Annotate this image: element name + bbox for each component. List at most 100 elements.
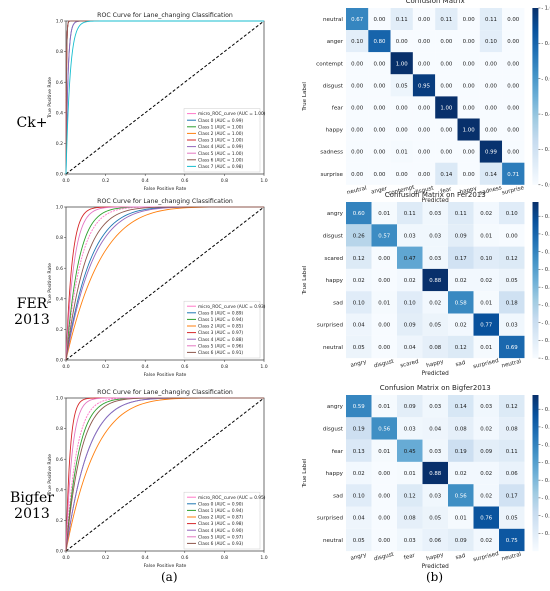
roc-ytick-label: 1.0 xyxy=(56,205,63,211)
heatmap-cell-label: 0.01 xyxy=(480,345,492,351)
heatmap-cell-label: 0.03 xyxy=(480,404,492,410)
heatmap-cell xyxy=(473,484,499,507)
heatmap-cell-label: 0.03 xyxy=(429,493,441,499)
heatmap-cell-label: 0.71 xyxy=(507,172,519,178)
heatmap-cell-label: 0.08 xyxy=(429,345,442,351)
heatmap-cell xyxy=(499,528,525,552)
heatmap-cell-label: 0.47 xyxy=(404,256,416,262)
heatmap-row-label: surprised xyxy=(317,516,344,522)
heatmap-cell xyxy=(502,96,525,119)
heatmap-cell-label: 0.10 xyxy=(480,256,493,262)
panel-label-b: (b) xyxy=(426,570,444,584)
heatmap-cell xyxy=(473,506,499,529)
roc-ytick-label: 0.6 xyxy=(56,457,63,463)
heatmap-cell-label: 0.57 xyxy=(378,233,390,239)
heatmap-cell xyxy=(502,162,525,185)
heatmap-cell xyxy=(346,30,369,53)
roc-legend-label: Class 5 (AUC = 0.97) xyxy=(198,534,243,540)
heatmap-cell xyxy=(473,417,499,440)
heatmap-cell xyxy=(422,439,448,462)
heatmap-cell-label: 0.10 xyxy=(506,211,519,217)
heatmap-cell xyxy=(473,395,499,418)
roc-title: ROC Curve for Lane_changing Classificati… xyxy=(97,12,233,19)
heatmap-col-label: surprised xyxy=(473,358,500,370)
roc-ytick-label: 0.2 xyxy=(56,141,63,147)
heatmap-row-label: disgust xyxy=(323,426,344,432)
heatmap-row-label: disgust xyxy=(323,83,344,89)
heatmap-cell xyxy=(457,140,480,163)
colorbar-tick-label: - 0.6 xyxy=(541,76,550,82)
heatmap-cell xyxy=(457,8,480,31)
heatmap-cell xyxy=(346,461,372,485)
heatmap-cell xyxy=(371,528,397,552)
heatmap-cell xyxy=(448,461,474,485)
heatmap-cell-label: 0.00 xyxy=(373,105,386,111)
heatmap-cell-label: 0.95 xyxy=(418,83,430,89)
heatmap-cell-label: 0.00 xyxy=(463,17,476,23)
heatmap-cell-label: 0.75 xyxy=(506,538,518,544)
heatmap-cell xyxy=(412,52,436,75)
heatmap-cell-label: 0.10 xyxy=(353,300,366,306)
heatmap-cell xyxy=(473,439,499,462)
heatmap-cell-label: 0.00 xyxy=(396,105,409,111)
heatmap-cell xyxy=(422,313,448,336)
heatmap-cell xyxy=(371,268,397,292)
heatmap-cell xyxy=(502,140,525,163)
heatmap-cell-label: 0.09 xyxy=(455,233,468,239)
heatmap-cell xyxy=(422,224,448,247)
roc-ylabel: True Positive Rate xyxy=(47,454,53,496)
heatmap-cell xyxy=(499,246,525,269)
heatmap-cell xyxy=(368,118,391,141)
heatmap-cell xyxy=(473,291,499,314)
heatmap-cell-label: 0.00 xyxy=(378,323,391,329)
heatmap-cell xyxy=(435,96,458,119)
heatmap-cell xyxy=(368,140,391,163)
roc-xtick-label: 0.6 xyxy=(181,364,188,370)
heatmap-cell-label: 0.00 xyxy=(351,83,364,89)
heatmap-cell-label: 0.00 xyxy=(485,83,498,89)
heatmap-col-label: disgust xyxy=(373,552,395,563)
row-label-ckplus: Ck+ xyxy=(4,115,60,131)
heatmap-row-label: sad xyxy=(333,300,343,306)
heatmap-cell-label: 0.00 xyxy=(485,61,498,67)
heatmap-cell xyxy=(457,52,480,75)
heatmap-cell xyxy=(502,8,525,31)
colorbar-tick-label: - 0.2 xyxy=(542,513,550,519)
heatmap-cell-label: 0.88 xyxy=(429,471,442,477)
heatmap-cell xyxy=(390,118,413,141)
heatmap-cell-label: 0.03 xyxy=(429,211,441,217)
roc-title: ROC Curve for Lane_changing Classificati… xyxy=(97,198,233,205)
heatmap-cell xyxy=(371,313,397,336)
colorbar-tick-label: - 0.5 xyxy=(542,460,550,466)
heatmap-row-label: neutral xyxy=(323,345,343,351)
heatmap-cell-label: 0.01 xyxy=(480,300,492,306)
heatmap-cell-label: 0.10 xyxy=(404,300,417,306)
roc-ytick-label: 0.0 xyxy=(56,358,63,364)
heatmap-cell xyxy=(371,484,397,507)
roc-xlabel: False Positive Rate xyxy=(144,563,187,569)
heatmap-cell xyxy=(412,118,436,141)
heatmap-cell-label: 1.00 xyxy=(396,61,409,67)
heatmap-cell xyxy=(346,96,369,119)
heatmap-cell-label: 0.00 xyxy=(418,17,431,23)
heatmap-cell xyxy=(422,506,448,529)
roc-curve-8 xyxy=(65,20,264,175)
heatmap-cell-label: 0.00 xyxy=(373,83,386,89)
colorbar-tick-label: - 0.8 xyxy=(541,41,550,47)
heatmap-cell-label: 1.00 xyxy=(440,105,453,111)
roc-xtick-label: 0.4 xyxy=(142,364,149,370)
heatmap-cell xyxy=(397,417,423,440)
roc-legend-label: Class 1 (AUC = 0.94) xyxy=(198,508,243,514)
heatmap-cell xyxy=(435,140,458,163)
heatmap-cell-label: 0.00 xyxy=(440,39,453,45)
roc-legend-label: Class 1 (AUC = 1.00) xyxy=(198,124,243,130)
heatmap-cell xyxy=(479,52,503,75)
heatmap-cell xyxy=(390,162,413,185)
heatmap-row-label: fear xyxy=(332,449,344,455)
heatmap-cell xyxy=(390,30,413,53)
heatmap-cell xyxy=(473,461,499,485)
heatmap-cell-label: 0.00 xyxy=(418,150,431,156)
row-label-line1: Bigfer xyxy=(10,490,54,506)
roc-ytick-label: 0.0 xyxy=(56,172,63,178)
roc-xtick-label: 0.4 xyxy=(142,178,149,184)
